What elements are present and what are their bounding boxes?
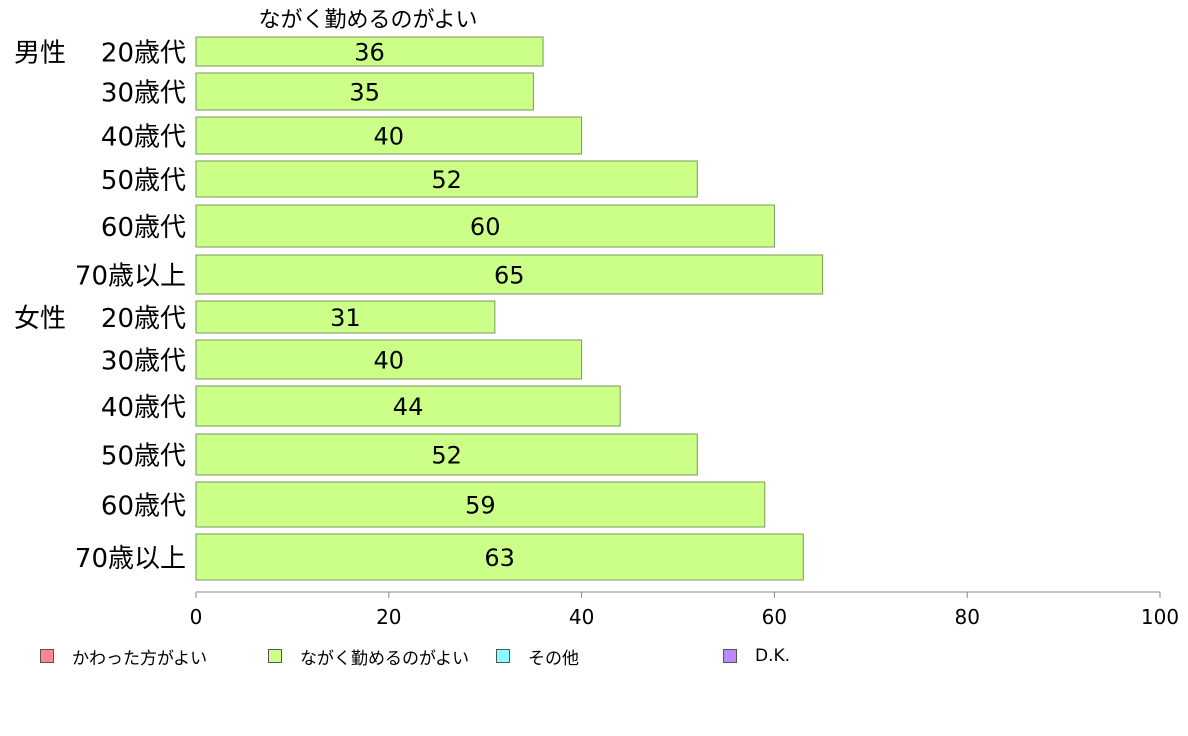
bar [195,116,583,155]
legend-swatch-icon [496,649,510,663]
legend-item-0: かわった方がよい [40,644,208,669]
legend-item-1: ながく勤めるのがよい [268,644,470,669]
x-tick-label: 60 [762,605,787,629]
bar [195,533,804,581]
bar [195,72,534,111]
bar [195,36,544,67]
series-title: ながく勤めるのがよい [259,8,478,33]
bar-value-label: 52 [431,442,462,470]
category-label: 70歳以上 [75,262,186,292]
category-label: 60歳代 [101,213,186,243]
category-label: 30歳代 [101,79,186,109]
category-label: 50歳代 [101,442,186,472]
bar-value-label: 52 [431,166,462,194]
bar-value-label: 40 [374,123,405,151]
x-tick-label: 0 [190,605,203,629]
bar [195,385,621,427]
category-label: 40歳代 [101,393,186,423]
x-tick-label: 100 [1141,605,1179,629]
legend-swatch-icon [40,649,54,663]
bar [195,481,766,528]
bar-value-label: 63 [484,544,515,572]
group-label: 男性 [14,39,66,69]
category-label: 20歳代 [101,304,186,334]
x-tick-label: 40 [569,605,594,629]
bar-value-label: 60 [470,213,501,241]
legend-label: かわった方がよい [72,648,208,669]
bar-value-label: 36 [354,39,385,67]
legend-label: D.K. [755,646,791,666]
bar [195,433,698,476]
legend-label: ながく勤めるのがよい [300,648,470,669]
bar-value-label: 31 [330,304,361,332]
bar-value-label: 35 [349,79,380,107]
bar [195,254,824,295]
x-axis: 0 20 40 60 80 100 [190,591,1179,629]
legend-item-3: D.K. [723,644,790,668]
bars-layer: 36 20歳代 男性 35 30歳代 40 40歳代 52 50歳代 60 60歳代 65 70歳以上 3… [14,36,824,581]
legend-swatch-icon [268,649,282,663]
category-label: 60歳代 [101,492,186,522]
bar-value-label: 65 [494,262,525,290]
category-label: 30歳代 [101,347,186,377]
legend-label: その他 [528,648,579,669]
category-label: 50歳代 [101,166,186,196]
legend: かわった方がよい ながく勤めるのがよい その他 D.K. [0,640,1188,672]
category-label: 40歳代 [101,123,186,153]
bar [195,339,583,380]
legend-swatch-icon [723,649,737,663]
bar [195,204,775,248]
legend-item-2: その他 [496,644,579,669]
bar-value-label: 40 [374,347,405,375]
category-label: 20歳代 [101,39,186,69]
bar-value-label: 59 [465,492,496,520]
bar-value-label: 44 [393,393,424,421]
x-tick-label: 20 [376,605,401,629]
bar [195,300,496,334]
bar [195,160,698,198]
group-label: 女性 [14,304,66,334]
x-tick-label: 80 [954,605,979,629]
category-label: 70歳以上 [75,544,186,574]
